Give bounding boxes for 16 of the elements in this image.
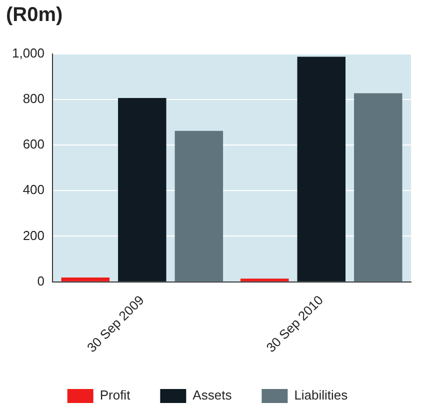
y-tick-label: 0 <box>37 273 45 288</box>
y-tick-label: 400 <box>22 182 45 198</box>
legend-label: Liabilities <box>294 388 348 403</box>
legend-label: Profit <box>100 388 131 403</box>
y-tick-label: 600 <box>22 136 45 152</box>
bar <box>61 278 110 282</box>
y-tick-label: 800 <box>22 90 45 106</box>
bar <box>118 98 166 282</box>
bar <box>174 130 224 282</box>
bar <box>354 93 402 282</box>
bar <box>240 278 289 282</box>
chart-title: (R0m) <box>6 4 63 27</box>
legend-label: Assets <box>192 388 232 403</box>
y-tick-label: 200 <box>22 228 45 243</box>
y-tick-label: 1,000 <box>12 45 45 60</box>
bar <box>297 56 346 282</box>
